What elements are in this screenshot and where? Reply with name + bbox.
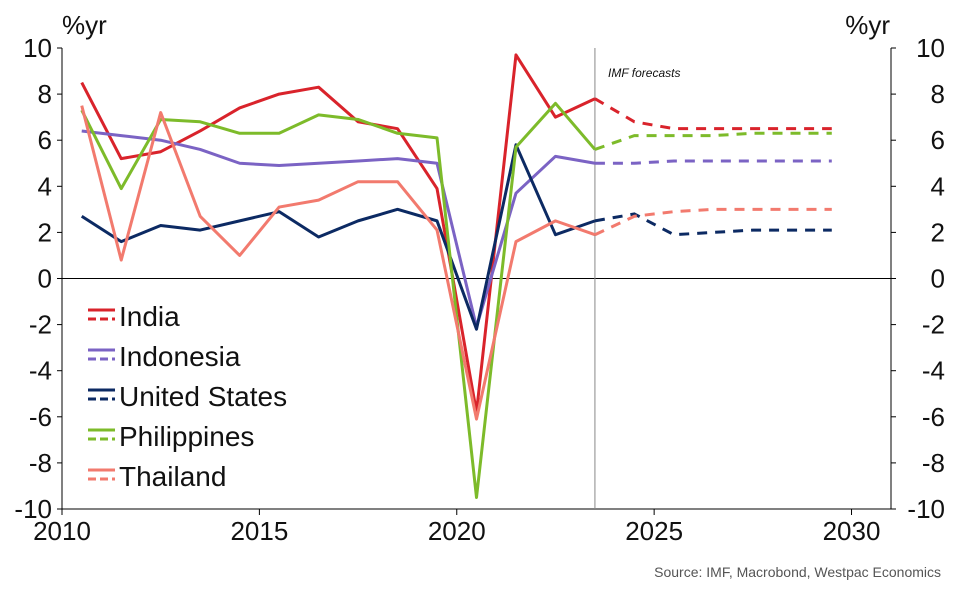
- x-tick-label: 2020: [428, 516, 486, 546]
- y-tick-label-right: 4: [931, 171, 945, 201]
- series-line-philippines: [80, 101, 597, 499]
- legend-label-united-states: United States: [119, 381, 287, 412]
- y-tick-label-left: 0: [38, 264, 52, 294]
- y-tick-label-left: -2: [29, 310, 52, 340]
- y-unit-right: %yr: [845, 10, 890, 40]
- label-layer: 10 108 86 64 42 20 0-2 -2-4 -4-6 -6-8 -8-10 -102010…: [14, 33, 945, 546]
- y-tick-label-right: -8: [922, 448, 945, 478]
- series-line-thailand: [80, 105, 596, 421]
- y-tick-label-right: -10: [907, 494, 945, 524]
- y-tick-label-left: 10: [23, 33, 52, 63]
- legend: India Indonesia United States Philippines Th…: [88, 301, 287, 492]
- forecast-line-united-states: [594, 212, 832, 237]
- y-tick-label-left: 6: [38, 125, 52, 155]
- y-tick-label-right: 6: [931, 125, 945, 155]
- forecast-line-india: [594, 97, 832, 131]
- y-tick-label-left: -10: [14, 494, 52, 524]
- y-tick-label-left: 8: [38, 79, 52, 109]
- y-tick-label-left: -6: [29, 402, 52, 432]
- legend-label-indonesia: Indonesia: [119, 341, 241, 372]
- x-tick-label: 2030: [823, 516, 881, 546]
- grid-layer: [57, 47, 896, 515]
- legend-label-thailand: Thailand: [119, 461, 226, 492]
- x-tick-label: 2025: [625, 516, 683, 546]
- y-unit-left: %yr: [62, 10, 107, 40]
- forecast-line-philippines: [594, 131, 832, 151]
- x-tick-label: 2010: [33, 516, 91, 546]
- y-tick-label-right: -4: [922, 356, 945, 386]
- series-line-india: [80, 53, 596, 414]
- y-tick-label-right: 10: [916, 33, 945, 63]
- y-tick-label-left: 4: [38, 171, 52, 201]
- forecast-line-indonesia: [594, 159, 832, 165]
- legend-label-philippines: Philippines: [119, 421, 254, 452]
- y-tick-label-right: 2: [931, 217, 945, 247]
- y-tick-label-right: -2: [922, 310, 945, 340]
- y-tick-label-left: -8: [29, 448, 52, 478]
- series-layer: [80, 53, 832, 499]
- y-tick-label-right: -6: [922, 402, 945, 432]
- series-line-united-states: [80, 143, 596, 331]
- y-tick-label-left: 2: [38, 217, 52, 247]
- y-tick-label-left: -4: [29, 356, 52, 386]
- x-tick-label: 2015: [230, 516, 288, 546]
- source-note: Source: IMF, Macrobond, Westpac Economic…: [654, 564, 941, 580]
- y-tick-label-right: 0: [931, 264, 945, 294]
- forecast-line-thailand: [594, 207, 832, 237]
- forecast-annotation: IMF forecasts: [608, 66, 680, 80]
- y-tick-label-right: 8: [931, 79, 945, 109]
- legend-label-india: India: [119, 301, 180, 332]
